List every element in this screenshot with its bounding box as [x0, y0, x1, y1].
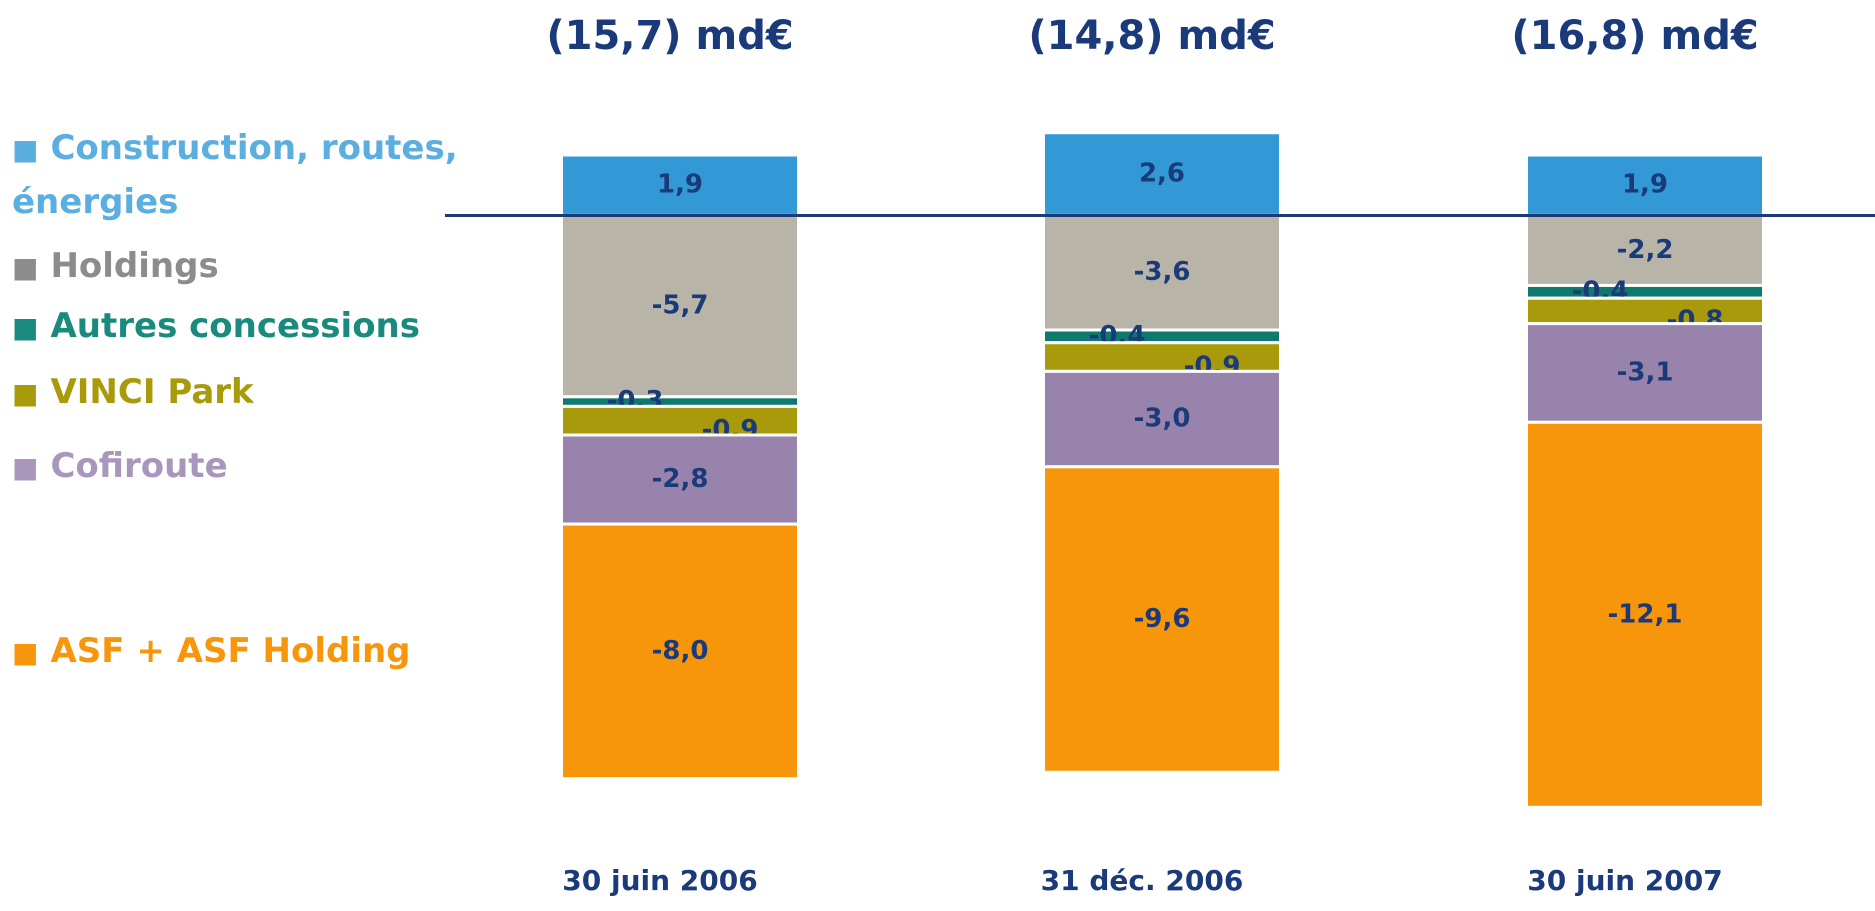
value-label: -8,0	[652, 636, 709, 666]
value-label: 1,9	[657, 170, 703, 200]
bar-segment	[560, 153, 800, 217]
bar-segment	[1042, 465, 1282, 774]
legend-item: ■ Construction, routes, énergies	[12, 122, 472, 228]
legend-swatch: ■	[12, 311, 39, 344]
legend-label: ASF + ASF Holding	[50, 631, 411, 671]
bar-segment	[1042, 341, 1282, 373]
legend-swatch: ■	[12, 377, 39, 410]
value-label: -3,0	[1134, 404, 1191, 434]
value-label: 2,6	[1139, 159, 1185, 189]
legend-item: ■ Cofiroute	[12, 440, 472, 494]
value-label: 1,9	[1622, 170, 1668, 200]
bar-segment	[1042, 131, 1282, 217]
bar-segment	[1042, 328, 1282, 345]
value-label: -2,8	[652, 464, 709, 494]
bar-segment	[560, 522, 800, 781]
bar-segment	[1525, 296, 1765, 326]
bar-segment	[1525, 283, 1765, 300]
legend-label: VINCI Park	[50, 372, 254, 412]
legend-swatch: ■	[12, 251, 39, 284]
bar-segment	[560, 404, 800, 437]
legend-label: Autres concessions	[50, 306, 421, 346]
bar-segment	[560, 433, 800, 526]
total-label: (16,8) md€	[1511, 13, 1758, 59]
legend-swatch: ■	[12, 451, 39, 484]
legend-label: Holdings	[50, 246, 219, 286]
bar-segment	[1525, 153, 1765, 217]
legend-item: ■ ASF + ASF Holding	[12, 625, 472, 679]
bar-segment	[1525, 420, 1765, 809]
total-label: (15,7) md€	[546, 13, 793, 59]
value-label: -9,6	[1134, 604, 1191, 634]
value-label: -3,6	[1134, 257, 1191, 287]
legend-item: ■ VINCI Park	[12, 366, 472, 420]
legend-swatch: ■	[12, 636, 39, 669]
legend-label: Cofiroute	[50, 446, 228, 486]
value-label: -2,2	[1617, 235, 1674, 265]
legend-label: Construction, routes, énergies	[12, 128, 458, 222]
bar-segment	[1042, 369, 1282, 469]
total-label: (14,8) md€	[1028, 13, 1275, 59]
x-tick-label: 31 déc. 2006	[1041, 864, 1244, 897]
legend-item: ■ Holdings	[12, 240, 472, 294]
legend-item: ■ Autres concessions	[12, 300, 472, 354]
value-label: -5,7	[652, 291, 709, 321]
value-label: -12,1	[1608, 599, 1683, 629]
bar-segment	[1525, 322, 1765, 424]
value-label: -3,1	[1617, 357, 1674, 387]
x-tick-label: 30 juin 2006	[562, 864, 757, 897]
bar-segment	[1042, 213, 1282, 332]
bar-segment	[1525, 213, 1765, 287]
x-tick-label: 30 juin 2007	[1527, 864, 1722, 897]
legend-swatch: ■	[12, 133, 39, 166]
